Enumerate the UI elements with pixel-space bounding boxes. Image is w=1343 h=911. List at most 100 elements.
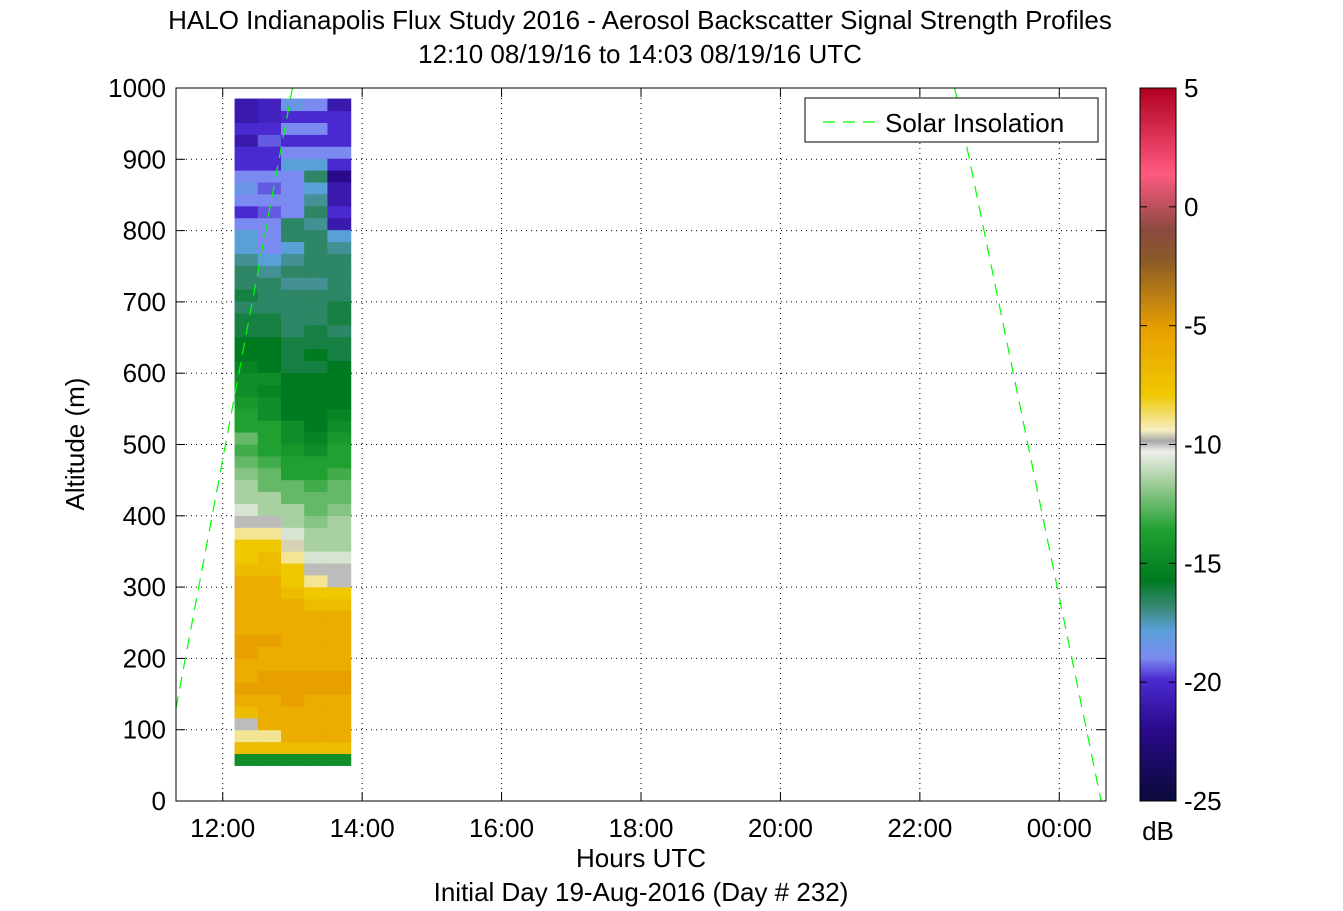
heatmap-cell	[304, 289, 329, 302]
heatmap-cell	[304, 717, 329, 731]
heatmap-cell	[327, 289, 352, 302]
heatmap-cell	[257, 300, 282, 314]
heatmap-cell	[280, 146, 305, 159]
heatmap-cell	[280, 705, 305, 719]
colorbar: 5 0 -5 -10 -15 -20 -25 dB	[1139, 73, 1222, 846]
heatmap-cell	[257, 134, 282, 147]
heatmap-cell	[280, 598, 305, 612]
heatmap-cell	[304, 300, 329, 314]
heatmap-cell	[257, 551, 282, 564]
heatmap-cell	[304, 348, 329, 362]
heatmap-cell	[257, 491, 282, 504]
heatmap-cell	[304, 408, 329, 421]
heatmap-cell	[280, 479, 305, 493]
heatmap-cell	[280, 551, 305, 564]
solar-insolation-line	[954, 88, 1102, 801]
heatmap-cell	[234, 336, 259, 350]
heatmap-cell	[280, 277, 305, 290]
heatmap-cell	[257, 431, 282, 445]
heatmap-cell	[327, 693, 352, 707]
heatmap-cell	[304, 360, 329, 374]
heatmap-cell	[327, 467, 352, 481]
heatmap-cell	[304, 110, 329, 123]
heatmap-cell	[234, 693, 259, 707]
heatmap-cell	[234, 741, 259, 755]
heatmap-cell	[234, 479, 259, 493]
heatmap-cell	[234, 181, 259, 195]
colorbar-tick-label: -15	[1184, 548, 1222, 578]
y-tick-label: 400	[123, 501, 166, 531]
heatmap-cell	[234, 467, 259, 481]
heatmap-cell	[280, 420, 305, 433]
heatmap-cell	[257, 586, 282, 600]
chart-subtitle: 12:10 08/19/16 to 14:03 08/19/16 UTC	[418, 39, 862, 69]
heatmap-cell	[234, 372, 259, 385]
heatmap-cell	[304, 682, 329, 695]
heatmap-cell	[257, 467, 282, 481]
heatmap-cell	[234, 217, 259, 231]
y-axis-label: Altitude (m)	[60, 378, 90, 511]
heatmap-cell	[304, 336, 329, 350]
heatmap-cell	[234, 396, 259, 409]
y-tick-label: 100	[123, 715, 166, 745]
heatmap-cell	[304, 705, 329, 719]
heatmap-cell	[257, 682, 282, 695]
heatmap-cell	[257, 229, 282, 243]
heatmap-cell	[327, 491, 352, 504]
heatmap-cell	[257, 324, 282, 338]
heatmap-cell	[257, 670, 282, 683]
heatmap-cell	[304, 729, 329, 743]
heatmap-cell	[304, 503, 329, 516]
colorbar-ticks: 5 0 -5 -10 -15 -20 -25	[1140, 73, 1222, 816]
heatmap-cell	[304, 217, 329, 231]
colorbar-tick-label: -20	[1184, 667, 1222, 697]
heatmap-cell	[304, 741, 329, 755]
heatmap-cell	[327, 372, 352, 385]
heatmap-cell	[304, 693, 329, 707]
heatmap-cell	[257, 574, 282, 588]
heatmap-cell	[304, 610, 329, 624]
heatmap-cell	[327, 98, 352, 112]
heatmap-cell	[234, 598, 259, 612]
heatmap-cell	[327, 336, 352, 350]
heatmap-cell	[257, 110, 282, 123]
heatmap-cell	[257, 158, 282, 171]
heatmap-cell	[234, 562, 259, 576]
heatmap-cell	[304, 622, 329, 635]
heatmap-cell	[257, 384, 282, 397]
heatmap-cell	[327, 562, 352, 576]
heatmap-cell	[280, 289, 305, 302]
heatmap-cell	[234, 610, 259, 624]
heatmap-cell	[327, 193, 352, 207]
heatmap-cell	[327, 527, 352, 540]
heatmap-cell	[280, 753, 305, 766]
heatmap-cell	[280, 241, 305, 254]
heatmap-cell	[280, 455, 305, 469]
heatmap-cell	[257, 98, 282, 112]
heatmap-cell	[280, 658, 305, 671]
heatmap-cell	[257, 360, 282, 374]
x-tick-label: 22:00	[887, 813, 952, 843]
heatmap-cell	[234, 586, 259, 600]
heatmap-cell	[234, 146, 259, 159]
heatmap-cell	[280, 253, 305, 266]
x-axis-sublabel: Initial Day 19-Aug-2016 (Day # 232)	[434, 877, 849, 907]
legend-box	[804, 97, 1099, 143]
heatmap-cell	[234, 384, 259, 397]
heatmap-cell	[280, 670, 305, 683]
heatmap-cell	[234, 646, 259, 659]
heatmap-cell	[327, 241, 352, 254]
heatmap-cell	[234, 360, 259, 374]
y-tick-label: 600	[123, 358, 166, 388]
heatmap-cell	[304, 122, 329, 135]
heatmap-cell	[280, 193, 305, 207]
heatmap-cell	[327, 670, 352, 683]
heatmap-cell	[304, 396, 329, 409]
heatmap-cell	[327, 753, 352, 766]
heatmap-cell	[280, 324, 305, 338]
heatmap-cell	[304, 146, 329, 159]
heatmap-cell	[304, 205, 329, 219]
heatmap-cell	[234, 443, 259, 457]
heatmap-cell	[257, 705, 282, 719]
y-tick-label: 900	[123, 144, 166, 174]
